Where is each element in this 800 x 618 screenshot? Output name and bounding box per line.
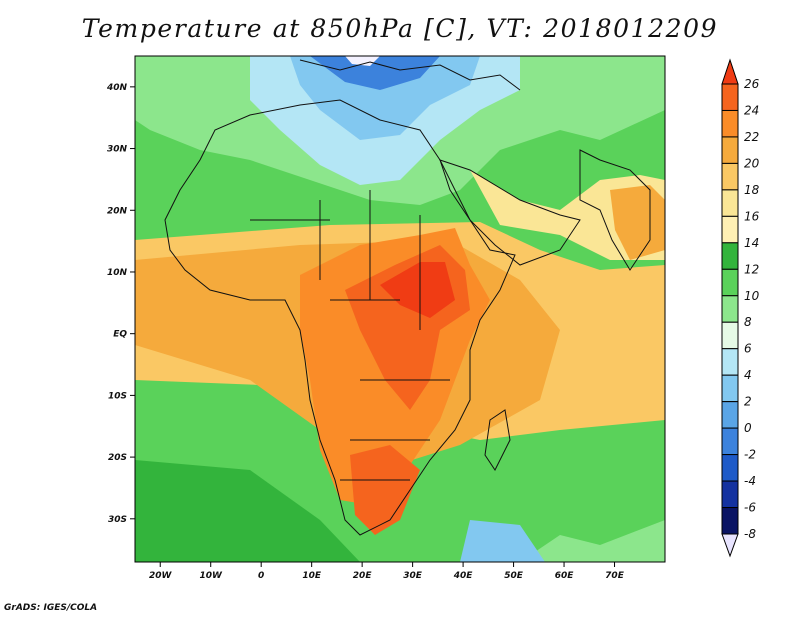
lon-tick-label: 20W xyxy=(149,571,173,581)
lat-tick-label: 20S xyxy=(108,453,127,463)
colorbar-label: 12 xyxy=(744,262,759,276)
temperature-field xyxy=(135,56,665,562)
colorbar-bin xyxy=(721,374,739,403)
colorbar-label: 26 xyxy=(744,77,760,91)
colorbar-label: 0 xyxy=(744,421,752,435)
colorbar-label: 16 xyxy=(744,209,760,223)
colorbar-label: -8 xyxy=(744,527,756,541)
colorbar-label: 2 xyxy=(744,395,752,409)
colorbar-bin xyxy=(721,162,739,191)
colorbar-label: 6 xyxy=(744,342,752,356)
colorbar-label: 8 xyxy=(744,315,752,329)
colorbar-label: -4 xyxy=(744,474,756,488)
colorbar-bin xyxy=(721,454,739,482)
lon-tick-label: 30E xyxy=(403,571,423,581)
lon-tick-label: 10E xyxy=(302,571,322,581)
colorbar-bin xyxy=(721,136,739,164)
lon-tick-label: 50E xyxy=(504,571,524,581)
colorbar-bin xyxy=(721,268,739,297)
lat-tick-label: 30S xyxy=(108,515,127,525)
colorbar-bin xyxy=(721,109,739,138)
colorbar-bin xyxy=(721,295,739,323)
colorbar-overflow-low xyxy=(721,533,739,558)
colorbar-bin xyxy=(721,427,739,456)
colorbar-bin xyxy=(721,401,739,429)
lat-tick-label: 20N xyxy=(107,206,128,216)
colorbar-overflow-high xyxy=(721,58,739,85)
colorbar-label: 22 xyxy=(744,130,759,144)
colorbar-label: 18 xyxy=(744,183,760,197)
lon-tick-label: 70E xyxy=(605,571,625,581)
colorbar-label: 24 xyxy=(744,103,759,117)
longitude-axis: 20W 10W 0 10E 20E 30E 40E 50E 60E 70E xyxy=(149,562,625,581)
grads-credit: GrADS: IGES/COLA xyxy=(4,603,98,613)
colorbar-bin xyxy=(721,480,739,509)
lat-tick-label: 30N xyxy=(107,145,128,155)
colorbar-label: 14 xyxy=(744,236,759,250)
lat-tick-label: 10N xyxy=(107,268,128,278)
colorbar-label: -2 xyxy=(744,448,756,462)
lon-tick-label: 40E xyxy=(453,571,474,581)
colorbar-bin xyxy=(721,242,739,270)
colorbar-bin xyxy=(721,189,739,217)
lon-tick-label: 60E xyxy=(555,571,575,581)
lat-tick-label: 10S xyxy=(108,391,127,401)
colorbar-bin xyxy=(721,83,739,111)
lon-tick-label: 0 xyxy=(258,571,264,581)
latitude-axis: 40N 30N 20N 10N EQ 10S 20S 30S xyxy=(106,83,135,525)
coastlines xyxy=(164,59,651,536)
lat-tick-label: 40N xyxy=(106,83,128,93)
colorbar-label: 10 xyxy=(744,289,760,303)
lat-tick-label: EQ xyxy=(113,330,127,340)
colorbar-label: -6 xyxy=(744,501,756,515)
colorbar-label: 4 xyxy=(744,368,752,382)
lon-tick-label: 10W xyxy=(199,571,223,581)
map-frame xyxy=(134,55,666,563)
colorbar-bin xyxy=(721,507,739,535)
colorbar-bin xyxy=(721,215,739,244)
map-title: Temperature at 850hPa [C], VT: 201801220… xyxy=(81,14,719,43)
lon-tick-label: 20E xyxy=(353,571,373,581)
colorbar-label: 20 xyxy=(744,156,760,170)
colorbar-bin xyxy=(721,321,739,350)
colorbar-bin xyxy=(721,348,739,376)
